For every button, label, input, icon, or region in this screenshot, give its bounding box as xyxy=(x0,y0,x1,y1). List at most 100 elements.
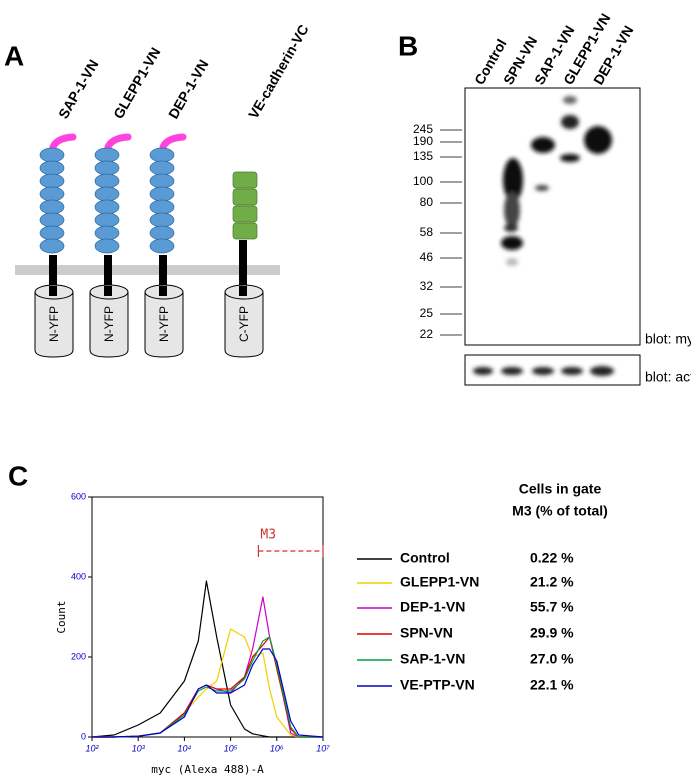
y-axis-label: Count xyxy=(55,600,68,633)
gate-label: M3 xyxy=(260,528,276,543)
panel-a: SAP-1-VN N-YFP GLEPP1-VN N-YFP DEP-1-VN N-YFP… xyxy=(34,22,312,358)
marker-label: 100 xyxy=(413,174,433,188)
domain xyxy=(149,212,175,228)
actin-bands xyxy=(473,366,614,376)
x-tick-label: 10⁵ xyxy=(224,743,238,753)
domain xyxy=(39,160,65,176)
panel-letter: C xyxy=(8,460,28,491)
domain xyxy=(39,238,65,254)
domain xyxy=(39,212,65,228)
construct-label: DEP-1-VN xyxy=(165,57,212,122)
x-axis-label: myc (Alexa 488)-A xyxy=(151,763,264,776)
domain xyxy=(232,205,258,223)
marker-label: 190 xyxy=(413,134,433,148)
marker-label: 25 xyxy=(420,306,434,320)
transmembrane xyxy=(104,286,112,296)
blot-label: blot: myc xyxy=(645,331,691,347)
marker-label: 58 xyxy=(420,225,434,239)
y-tick-label: 400 xyxy=(71,571,86,581)
domain xyxy=(232,222,258,240)
tag xyxy=(104,133,132,151)
transmembrane xyxy=(239,240,247,295)
legend-label: SAP-1-VN xyxy=(400,651,465,667)
domain xyxy=(39,186,65,202)
x-tick-label: 10² xyxy=(85,743,99,753)
tag xyxy=(159,133,187,151)
transmembrane xyxy=(239,286,247,296)
marker-label: 46 xyxy=(420,250,434,264)
domain xyxy=(94,186,120,202)
marker-label: 135 xyxy=(413,149,433,163)
tag-label: N-YFP xyxy=(157,306,171,342)
domain xyxy=(149,173,175,189)
blot-myc xyxy=(464,87,641,346)
transmembrane xyxy=(49,286,57,296)
domain xyxy=(94,160,120,176)
marker-label: 80 xyxy=(420,195,434,209)
series-line xyxy=(92,648,324,738)
domain xyxy=(149,238,175,254)
domain xyxy=(149,225,175,241)
y-tick-label: 0 xyxy=(81,731,86,741)
domain xyxy=(39,173,65,189)
membrane xyxy=(15,265,280,275)
tag-label: C-YFP xyxy=(237,306,251,342)
gate-percent: 29.9 % xyxy=(530,625,574,641)
panel-letter: B xyxy=(398,30,418,61)
x-tick-label: 10³ xyxy=(132,743,146,753)
x-tick-label: 10⁶ xyxy=(270,743,284,753)
y-tick-label: 200 xyxy=(71,651,86,661)
legend-label: VE-PTP-VN xyxy=(400,677,475,693)
domain xyxy=(39,147,65,163)
legend-label: SPN-VN xyxy=(400,625,453,641)
gate-heading: M3 (% of total) xyxy=(512,503,608,519)
domain xyxy=(94,173,120,189)
gate-heading: Cells in gate xyxy=(519,481,602,497)
domain xyxy=(94,147,120,163)
domain xyxy=(94,199,120,215)
legend-label: DEP-1-VN xyxy=(400,599,465,615)
domain xyxy=(149,160,175,176)
construct-label: VE-cadherin-VC xyxy=(245,22,312,122)
tag-label: N-YFP xyxy=(102,306,116,342)
transmembrane xyxy=(104,255,112,295)
x-tick-label: 10⁴ xyxy=(177,743,191,753)
gate-percent: 21.2 % xyxy=(530,574,574,590)
domain xyxy=(232,171,258,189)
blot-label: blot: actin xyxy=(645,369,691,385)
domain xyxy=(94,225,120,241)
fp-barrel xyxy=(89,292,129,358)
series-line xyxy=(91,580,323,738)
legend-label: Control xyxy=(400,550,450,566)
fp-barrel xyxy=(144,292,184,358)
gate-percent: 0.22 % xyxy=(530,550,574,566)
tag xyxy=(49,133,77,151)
construct-label: GLEPP1-VN xyxy=(110,45,164,122)
panel-letter: A xyxy=(4,40,24,71)
fp-barrel xyxy=(34,292,74,358)
legend-label: GLEPP1-VN xyxy=(400,574,479,590)
plot-frame xyxy=(91,496,324,738)
marker-label: 32 xyxy=(420,279,434,293)
domain xyxy=(149,147,175,163)
transmembrane xyxy=(49,255,57,295)
x-tick-label: 10⁷ xyxy=(316,743,330,753)
panel-c: 0 200 400 600 10² 10³ 10⁴ 10⁵ 10⁶ 10⁷ myc (Alexa 4… xyxy=(55,481,608,776)
tag-label: N-YFP xyxy=(47,306,61,342)
domain xyxy=(232,188,258,206)
bands xyxy=(501,96,612,266)
fp-barrel xyxy=(224,292,264,358)
domain xyxy=(39,199,65,215)
domain xyxy=(149,199,175,215)
construct-label: SAP-1-VN xyxy=(55,57,102,122)
gate-percent: 55.7 % xyxy=(530,599,574,615)
transmembrane xyxy=(159,255,167,295)
domain xyxy=(39,225,65,241)
domain xyxy=(94,212,120,228)
domain xyxy=(149,186,175,202)
marker-label: 245 xyxy=(413,122,433,136)
transmembrane xyxy=(159,286,167,296)
y-tick-label: 600 xyxy=(71,491,86,501)
